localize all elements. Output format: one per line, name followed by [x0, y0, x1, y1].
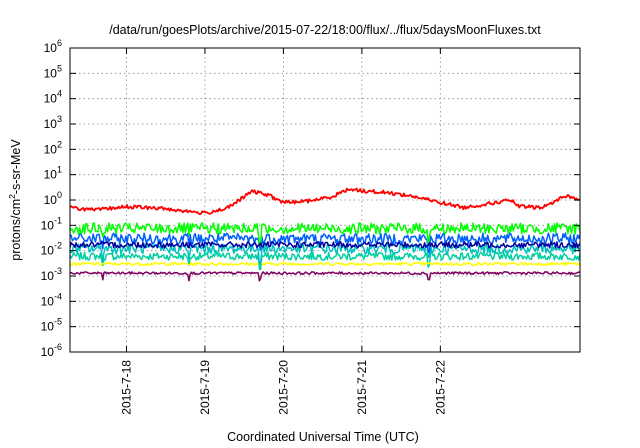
x-axis-label: Coordinated Universal Time (UTC)	[227, 430, 419, 444]
y-tick-label: 10-4	[41, 291, 62, 308]
y-tick-label: 100	[44, 190, 62, 207]
y-tick-label: 103	[44, 114, 62, 131]
y-tick-label: 10-6	[41, 342, 62, 359]
grid-lines	[70, 48, 580, 352]
x-tick-label: 2015-7-20	[276, 360, 290, 415]
y-tick-labels: 10-6 10-5 10-4 10-3 10-2 10-1 100 101 102 103 104 1…	[41, 38, 62, 359]
series-line-7	[69, 271, 581, 282]
series-line-1	[69, 222, 581, 247]
y-tick-label: 101	[44, 165, 62, 182]
x-tick-labels: 2015-7-18 2015-7-19 2015-7-20 2015-7-21 2015…	[119, 360, 447, 415]
series-line-0	[69, 187, 581, 216]
series-line-5	[69, 251, 581, 271]
y-tick-label: 10-2	[41, 241, 62, 258]
y-axis-label-sup: 2	[7, 194, 17, 199]
y-tick-label: 10-5	[41, 317, 62, 334]
x-tick-label: 2015-7-19	[198, 360, 212, 415]
y-tick-label: 102	[44, 139, 62, 156]
x-tick-label: 2015-7-18	[119, 360, 133, 415]
series-line-4	[69, 241, 581, 249]
series-group	[69, 187, 581, 282]
y-axis-label: protons/cm2-s-sr-MeV	[7, 139, 23, 261]
series-line-6	[69, 261, 581, 267]
x-tick-label: 2015-7-22	[433, 360, 447, 415]
y-tick-label: 104	[44, 89, 62, 106]
series-line-2	[69, 232, 581, 254]
x-tick-label: 2015-7-21	[355, 360, 369, 415]
y-tick-label: 105	[44, 63, 62, 80]
y-tick-label: 10-3	[41, 266, 62, 283]
axes	[69, 47, 581, 353]
plot-frame	[69, 47, 581, 353]
y-tick-label: 10-1	[41, 215, 62, 232]
y-axis-label-before: protons/cm	[9, 199, 23, 261]
chart-title: /data/run/goesPlots/archive/2015-07-22/1…	[109, 23, 541, 37]
y-tick-label: 106	[44, 38, 62, 55]
y-axis-label-after: -s-sr-MeV	[9, 139, 23, 195]
